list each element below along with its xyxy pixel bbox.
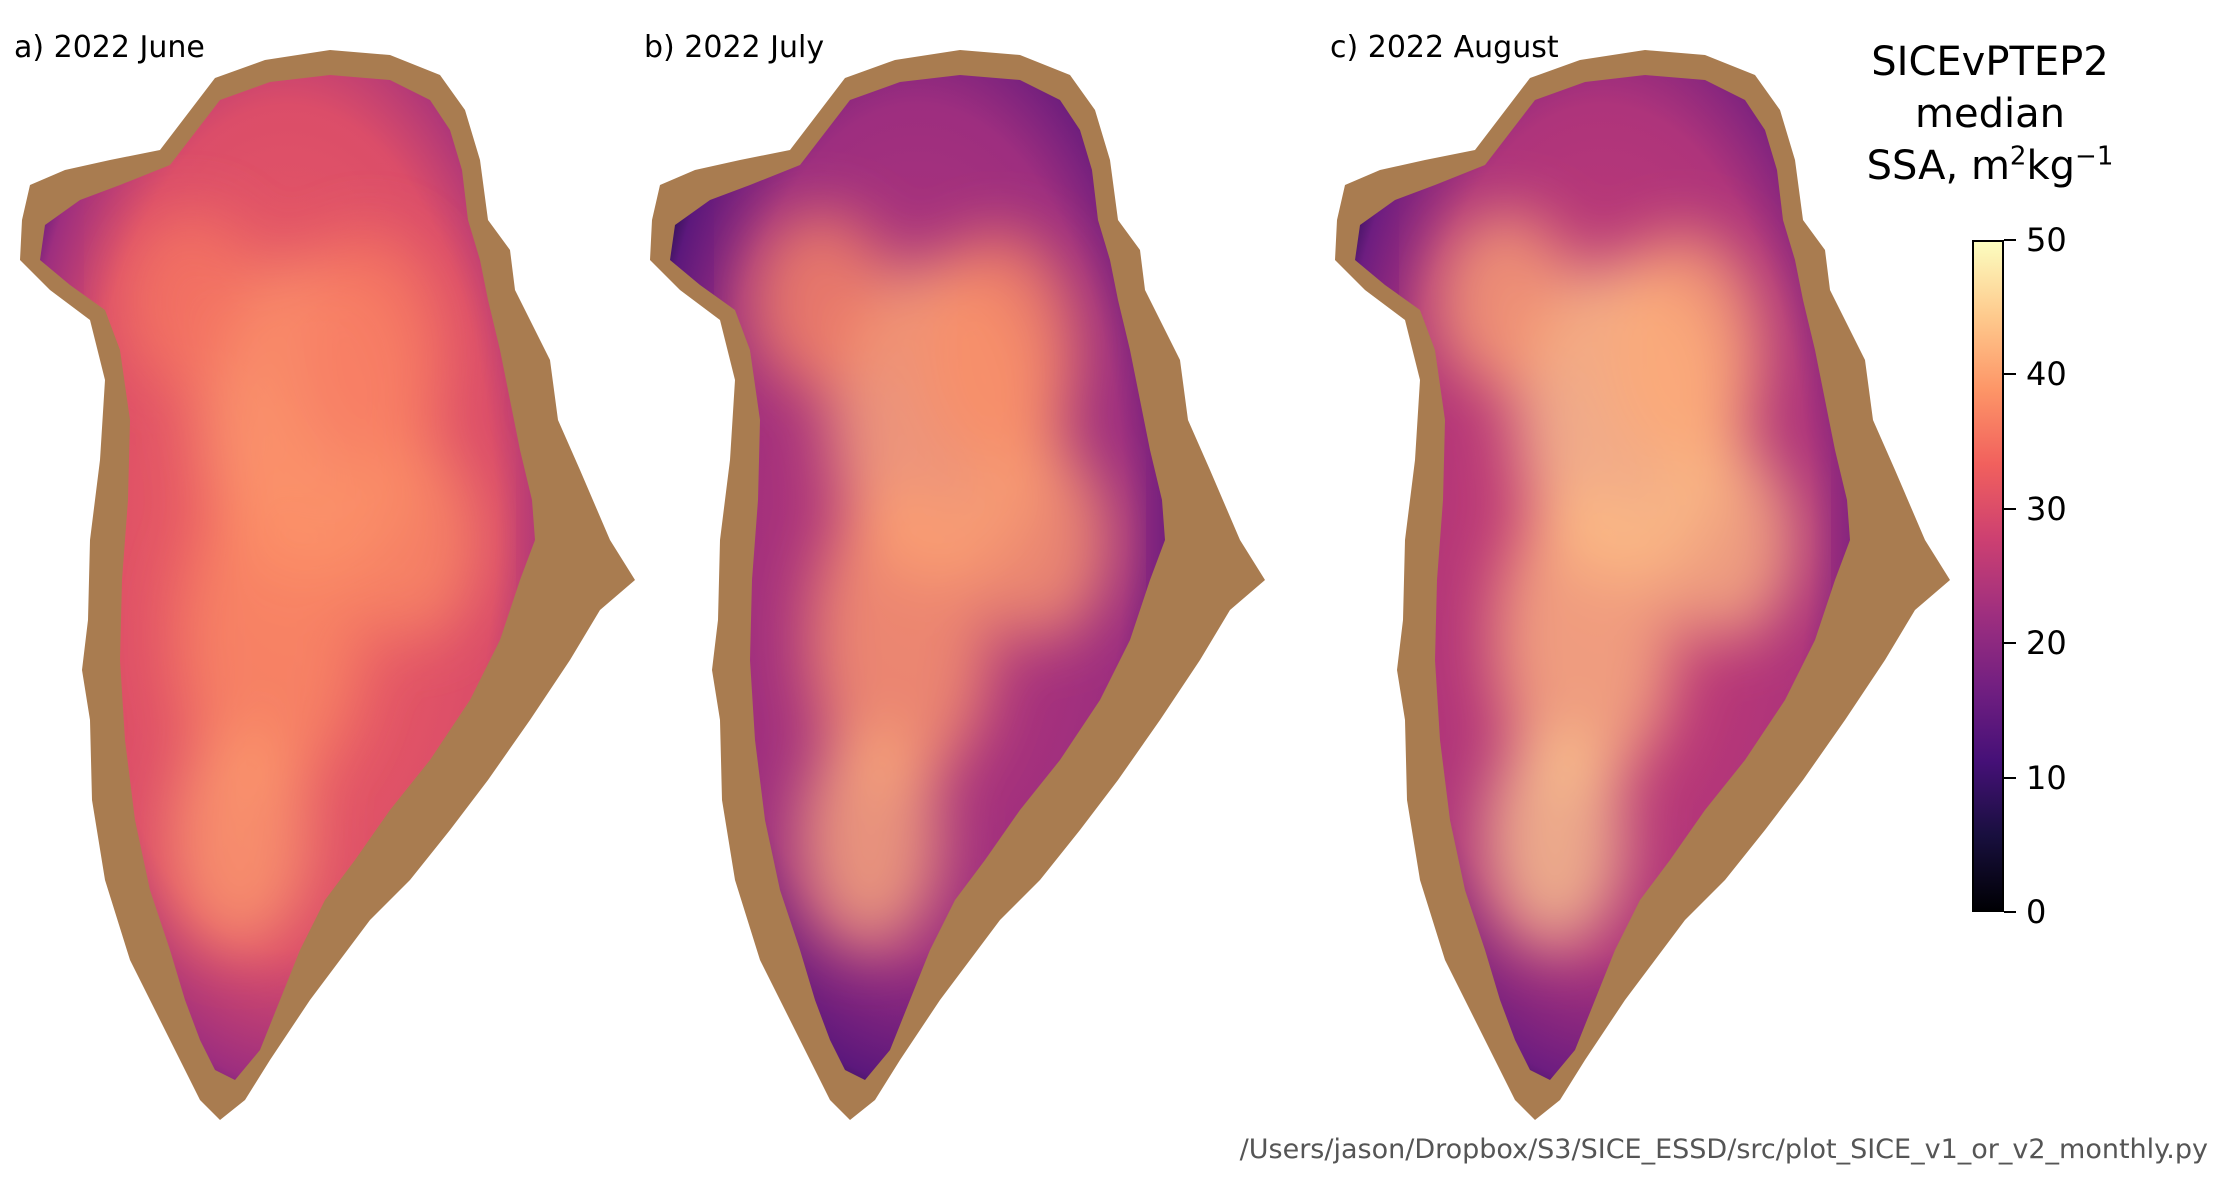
colorbar-title-line2: median — [1915, 91, 2065, 137]
colorbar-tick-label: 20 — [2026, 624, 2067, 663]
ssa-high-region — [970, 440, 1110, 640]
panel-label-august: c) 2022 August — [1330, 30, 1559, 65]
colorbar-tick-label: 50 — [2026, 221, 2067, 259]
ssa-high-region — [750, 210, 890, 390]
colorbar-unit-sup2: −1 — [2075, 141, 2114, 172]
ssa-high-region — [800, 730, 940, 950]
colorbar-tick-mark — [2004, 776, 2016, 779]
ssa-highlight-group — [1435, 210, 1795, 950]
colorbar-tick-label: 10 — [2026, 758, 2067, 797]
colorbar-tick-mark — [2004, 642, 2016, 645]
script-path-footer: /Users/jason/Dropbox/S3/SICE_ESSD/src/pl… — [1239, 1134, 2208, 1165]
ssa-high-region — [170, 730, 310, 950]
ssa-high-region — [180, 490, 360, 790]
colorbar-tick-label: 40 — [2026, 355, 2067, 394]
panel-label-june: a) 2022 June — [14, 30, 205, 65]
colorbar-tick-label: 0 — [2026, 893, 2047, 931]
map-july — [650, 50, 1265, 1120]
colorbar-tick-label: 30 — [2026, 489, 2067, 528]
panel-label-july: b) 2022 July — [644, 30, 825, 65]
map-august — [1335, 50, 1950, 1120]
colorbar-tick-mark — [2004, 239, 2016, 241]
ssa-highlight-group — [750, 210, 1110, 950]
ssa-highlight-group — [120, 210, 480, 950]
colorbar-tick-mark — [2004, 911, 2016, 913]
ssa-high-region — [810, 490, 990, 790]
colorbar-unit-sup1: 2 — [2009, 141, 2027, 172]
ssa-high-region — [340, 440, 480, 640]
colorbar-tick-mark — [2004, 373, 2016, 376]
colorbar-title: SICEvPTEP2 median SSA, m2kg−1 — [1830, 36, 2150, 192]
colorbar-unit-mid: kg — [2026, 143, 2076, 189]
ssa-high-region — [1495, 490, 1675, 790]
ssa-high-region — [920, 230, 1080, 470]
ssa-high-region — [120, 210, 260, 390]
ssa-high-region — [1435, 210, 1575, 390]
ssa-high-region — [290, 230, 450, 470]
ssa-high-region — [1605, 230, 1765, 470]
ssa-high-region — [1655, 440, 1795, 640]
colorbar-tick-mark — [2004, 507, 2016, 510]
colorbar-unit-prefix: SSA, m — [1866, 143, 2010, 189]
ssa-high-region — [1485, 730, 1625, 950]
colorbar — [1972, 240, 2004, 912]
colorbar-title-line3: SSA, m2kg−1 — [1830, 140, 2150, 192]
map-june — [20, 50, 635, 1120]
colorbar-title-line1: SICEvPTEP2 — [1871, 39, 2109, 85]
